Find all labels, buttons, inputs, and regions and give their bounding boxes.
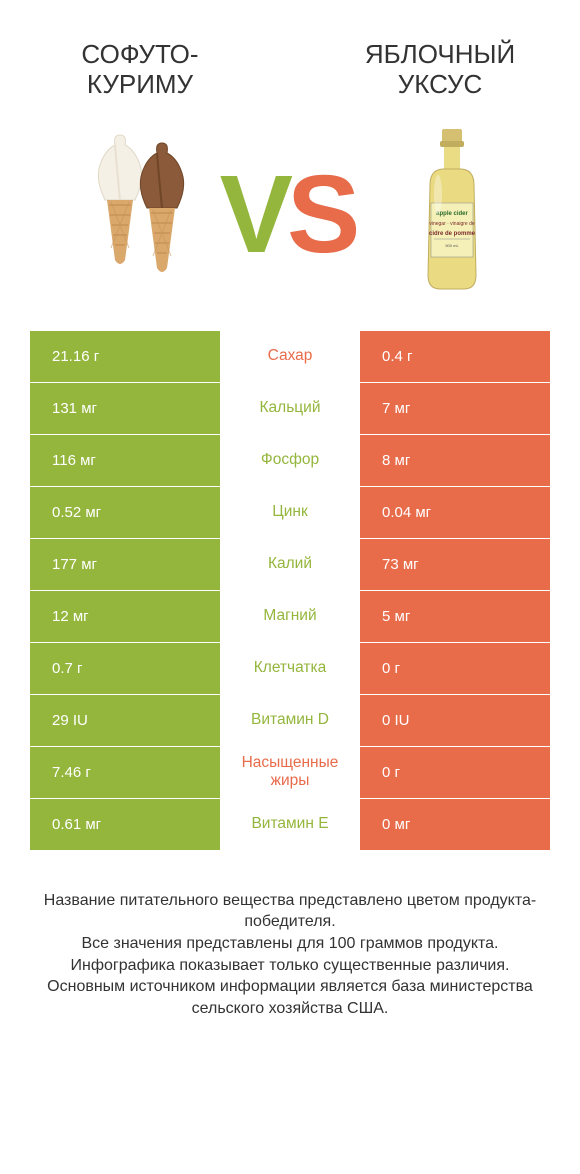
footer-line-2: Все значения представлены для 100 граммо… xyxy=(30,933,550,955)
footer-notes: Название питательного вещества представл… xyxy=(30,890,550,1020)
cell-label: Витамин E xyxy=(220,799,360,850)
cell-label: Клетчатка xyxy=(220,643,360,694)
vs-v: V xyxy=(220,160,293,270)
cell-right-value: 5 мг xyxy=(360,591,550,642)
svg-text:vinegar · vinaigre de: vinegar · vinaigre de xyxy=(429,221,475,227)
product-left-title: СОФУТО-КУРИМУ xyxy=(40,40,240,100)
cell-label: Сахар xyxy=(220,331,360,382)
footer-line-3: Инфографика показывает только существенн… xyxy=(30,955,550,977)
cell-right-value: 73 мг xyxy=(360,539,550,590)
cell-left-value: 29 IU xyxy=(30,695,220,746)
cell-label: Калий xyxy=(220,539,360,590)
cell-right-value: 8 мг xyxy=(360,435,550,486)
table-row: 0.61 мгВитамин E0 мг xyxy=(30,798,550,850)
cell-left-value: 0.7 г xyxy=(30,643,220,694)
cell-label: Цинк xyxy=(220,487,360,538)
comparison-table: 21.16 гСахар0.4 г131 мгКальций7 мг116 мг… xyxy=(30,330,550,850)
footer-line-1: Название питательного вещества представл… xyxy=(30,890,550,933)
svg-text:cidre de pomme: cidre de pomme xyxy=(429,231,476,237)
cell-left-value: 7.46 г xyxy=(30,747,220,798)
cell-label: Кальций xyxy=(220,383,360,434)
header: СОФУТО-КУРИМУ ЯБЛОЧНЫЙ УКСУС xyxy=(0,0,580,120)
footer-line-4: Основным источником информации является … xyxy=(30,976,550,1019)
product-right-image: apple cider vinegar · vinaigre de cidre … xyxy=(370,130,530,300)
cell-left-value: 131 мг xyxy=(30,383,220,434)
cell-left-value: 116 мг xyxy=(30,435,220,486)
table-row: 131 мгКальций7 мг xyxy=(30,382,550,434)
cell-label: Магний xyxy=(220,591,360,642)
table-row: 7.46 гНасыщенные жиры0 г xyxy=(30,746,550,798)
product-left-image xyxy=(50,130,210,300)
cell-right-value: 0 мг xyxy=(360,799,550,850)
cell-right-value: 0.04 мг xyxy=(360,487,550,538)
cell-left-value: 0.52 мг xyxy=(30,487,220,538)
cell-left-value: 177 мг xyxy=(30,539,220,590)
cell-right-value: 0 г xyxy=(360,747,550,798)
table-row: 21.16 гСахар0.4 г xyxy=(30,330,550,382)
product-right-title: ЯБЛОЧНЫЙ УКСУС xyxy=(340,40,540,100)
svg-text:500 mL: 500 mL xyxy=(445,243,459,248)
vs-label: VS xyxy=(220,160,361,270)
cell-left-value: 21.16 г xyxy=(30,331,220,382)
table-row: 12 мгМагний5 мг xyxy=(30,590,550,642)
table-row: 177 мгКалий73 мг xyxy=(30,538,550,590)
cell-right-value: 0 г xyxy=(360,643,550,694)
cell-label: Насыщенные жиры xyxy=(220,747,360,798)
table-row: 0.7 гКлетчатка0 г xyxy=(30,642,550,694)
svg-text:apple cider: apple cider xyxy=(436,211,468,217)
cell-left-value: 12 мг xyxy=(30,591,220,642)
vs-s: S xyxy=(287,160,360,270)
cell-label: Фосфор xyxy=(220,435,360,486)
images-row: VS apple cider vinegar · vinaigre de xyxy=(0,120,580,330)
cell-right-value: 0.4 г xyxy=(360,331,550,382)
cell-left-value: 0.61 мг xyxy=(30,799,220,850)
table-row: 116 мгФосфор8 мг xyxy=(30,434,550,486)
table-row: 29 IUВитамин D0 IU xyxy=(30,694,550,746)
cell-label: Витамин D xyxy=(220,695,360,746)
infographic: СОФУТО-КУРИМУ ЯБЛОЧНЫЙ УКСУС xyxy=(0,0,580,1019)
cell-right-value: 0 IU xyxy=(360,695,550,746)
cell-right-value: 7 мг xyxy=(360,383,550,434)
table-row: 0.52 мгЦинк0.04 мг xyxy=(30,486,550,538)
